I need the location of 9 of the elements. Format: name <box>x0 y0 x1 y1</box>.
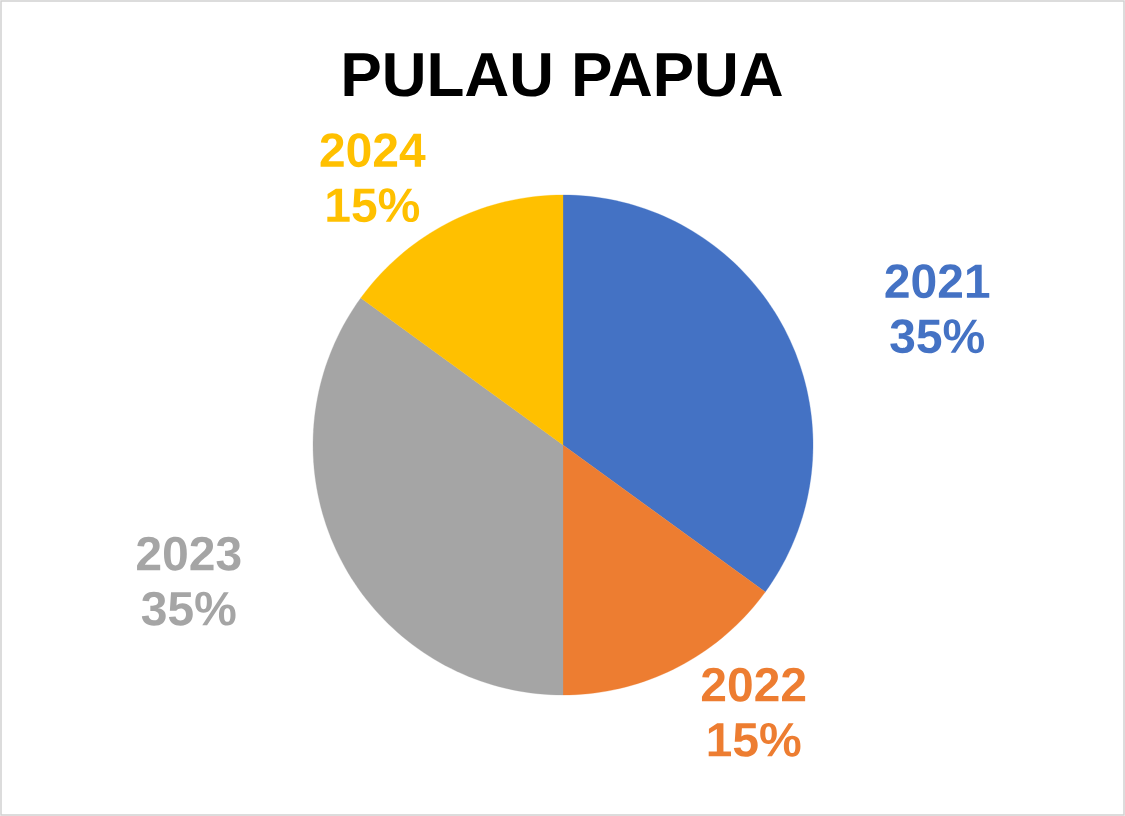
slice-label: 2024 <box>320 133 426 168</box>
slice-label: 2022 <box>701 667 806 702</box>
data-label: 35% <box>141 591 236 626</box>
slice-label: 2021 <box>885 264 990 299</box>
data-label: 35% <box>890 319 984 354</box>
chart-title: PULAU PAPUA <box>344 53 782 97</box>
slice-label: 2023 <box>137 536 241 571</box>
data-label: 15% <box>708 722 801 757</box>
data-label: 15% <box>327 188 420 223</box>
